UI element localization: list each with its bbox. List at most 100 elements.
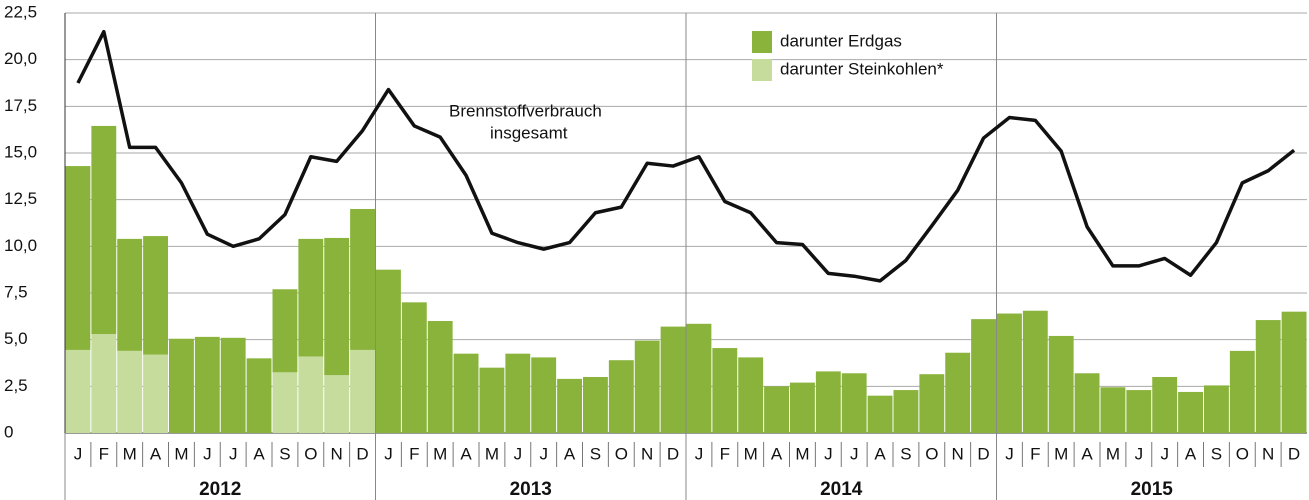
bar: [686, 323, 712, 433]
bar: [1074, 373, 1100, 433]
x-tick-label: A: [1081, 444, 1093, 463]
bar: [1178, 391, 1203, 433]
bar: [997, 313, 1022, 433]
legend-swatch: [752, 59, 772, 81]
x-tick-label: S: [900, 444, 911, 463]
x-tick-label: J: [1160, 444, 1169, 463]
x-tick-label: O: [304, 444, 317, 463]
bar: [557, 378, 582, 433]
bar: [350, 209, 375, 350]
bar: [117, 238, 143, 351]
x-tick-label: J: [384, 444, 393, 463]
x-tick-label: J: [850, 444, 859, 463]
x-tick-label: A: [460, 444, 472, 463]
bar: [65, 349, 91, 433]
bar: [738, 357, 764, 433]
x-tick-label: A: [1185, 444, 1197, 463]
bar: [324, 237, 350, 376]
y-tick-label: 22,5: [4, 2, 37, 21]
x-tick-label: N: [1262, 444, 1274, 463]
bar: [1152, 377, 1178, 433]
x-tick-label: D: [356, 444, 368, 463]
y-tick-label: 15,0: [4, 142, 37, 161]
x-tick-label: D: [667, 444, 679, 463]
year-label: 2015: [1131, 479, 1174, 500]
x-tick-label: M: [795, 444, 809, 463]
bar: [91, 125, 117, 335]
y-tick-label: 5,0: [4, 329, 28, 348]
x-tick-label: J: [695, 444, 704, 463]
x-tick-label: J: [1005, 444, 1014, 463]
bar: [531, 357, 557, 433]
y-tick-label: 7,5: [4, 282, 28, 301]
bar: [971, 319, 996, 433]
bar: [479, 367, 505, 433]
bar: [298, 238, 324, 357]
bar: [272, 372, 298, 433]
bar: [65, 166, 91, 350]
bar: [350, 349, 375, 433]
x-tick-label: M: [123, 444, 137, 463]
legend-label: darunter Erdgas: [780, 31, 902, 50]
x-tick-label: S: [590, 444, 601, 463]
bar: [764, 386, 789, 433]
x-tick-label: S: [1211, 444, 1222, 463]
bar: [841, 373, 867, 433]
bar: [169, 338, 194, 433]
bars: [65, 125, 1307, 433]
x-tick-label: J: [824, 444, 833, 463]
x-tick-label: J: [514, 444, 523, 463]
x-tick-label: J: [1135, 444, 1144, 463]
x-tick-label: F: [409, 444, 419, 463]
x-tick-label: S: [279, 444, 290, 463]
x-tick-label: A: [150, 444, 162, 463]
bar: [324, 375, 350, 433]
x-tick-label: D: [977, 444, 989, 463]
bar: [660, 326, 686, 433]
x-tick-label: F: [99, 444, 109, 463]
bar: [194, 336, 220, 433]
x-tick-label: O: [615, 444, 628, 463]
y-tick-label: 12,5: [4, 189, 37, 208]
bar: [583, 377, 608, 433]
bar: [91, 334, 117, 433]
x-tick-label: F: [720, 444, 730, 463]
x-tick-label: N: [331, 444, 343, 463]
y-tick-label: 2,5: [4, 376, 28, 395]
plot: 02,55,07,510,012,515,017,520,022,5J F M A M J…: [4, 2, 1307, 500]
bar: [919, 374, 945, 433]
y-tick-label: 17,5: [4, 96, 37, 115]
line-label: Brennstoffverbrauch: [449, 101, 602, 120]
legend-swatch: [752, 31, 772, 53]
x-tick-label: M: [485, 444, 499, 463]
bar: [427, 321, 453, 433]
x-tick-label: N: [952, 444, 964, 463]
x-tick-label: M: [744, 444, 758, 463]
bar: [1048, 335, 1074, 433]
bar: [298, 356, 324, 433]
bar: [272, 289, 298, 373]
x-tick-label: A: [564, 444, 576, 463]
x-tick-label: F: [1030, 444, 1040, 463]
bar: [220, 337, 246, 433]
bar: [867, 395, 893, 433]
x-tick-label: A: [253, 444, 265, 463]
bar: [376, 269, 401, 433]
year-label: 2012: [199, 479, 241, 500]
y-tick-label: 0: [4, 422, 13, 441]
bar: [608, 360, 634, 433]
legend-label: darunter Steinkohlen*: [780, 59, 944, 78]
x-tick-label: O: [1236, 444, 1249, 463]
y-tick-label: 20,0: [4, 49, 37, 68]
bar: [1204, 385, 1229, 433]
x-tick-label: M: [433, 444, 447, 463]
bar: [712, 348, 738, 433]
bar: [893, 390, 919, 433]
x-tick-label: A: [771, 444, 783, 463]
line-label: insgesamt: [490, 123, 568, 142]
bar: [634, 340, 660, 433]
bar: [143, 236, 168, 355]
bar: [815, 371, 841, 433]
bar: [790, 382, 815, 433]
